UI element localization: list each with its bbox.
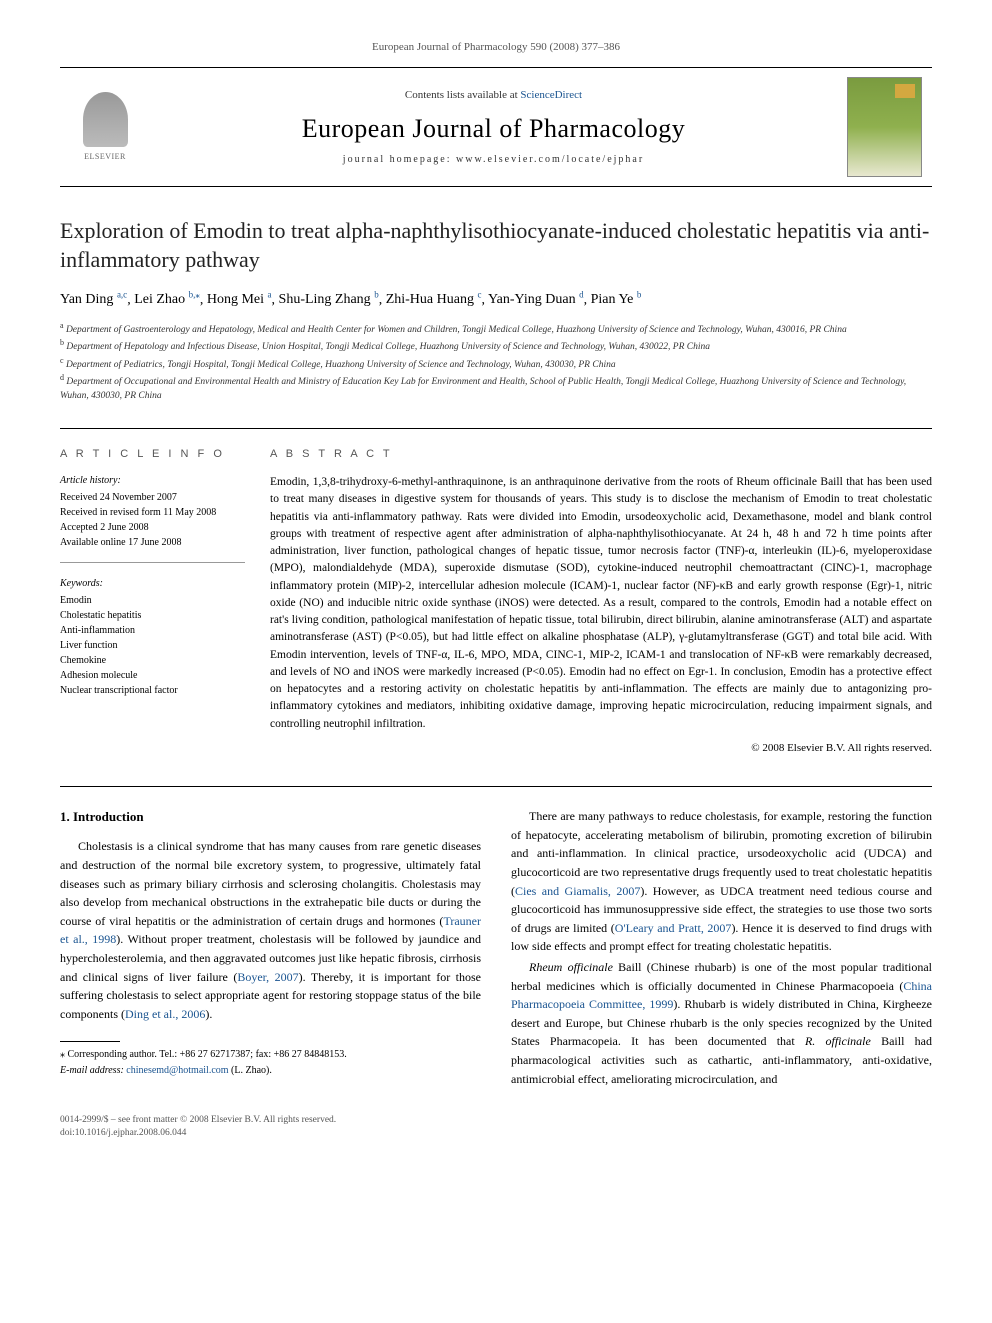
contents-prefix: Contents lists available at bbox=[405, 89, 520, 101]
history-line: Available online 17 June 2008 bbox=[60, 535, 245, 550]
email-footnote: E-mail address: chinesemd@hotmail.com (L… bbox=[60, 1064, 481, 1078]
homepage-prefix: journal homepage: bbox=[343, 154, 456, 165]
body-paragraph: There are many pathways to reduce choles… bbox=[511, 807, 932, 956]
history-line: Received 24 November 2007 bbox=[60, 490, 245, 505]
homepage-url: www.elsevier.com/locate/ejphar bbox=[456, 154, 644, 165]
keywords-label: Keywords: bbox=[60, 577, 245, 591]
article-info-sidebar: A R T I C L E I N F O Article history: R… bbox=[60, 447, 270, 757]
abstract-column: A B S T R A C T Emodin, 1,3,8-trihydroxy… bbox=[270, 447, 932, 757]
author: Lei Zhao b,⁎ bbox=[134, 292, 200, 307]
citation-link[interactable]: O'Leary and Pratt, 2007 bbox=[615, 921, 732, 935]
keyword: Emodin bbox=[60, 593, 245, 608]
affiliation: c Department of Pediatrics, Tongji Hospi… bbox=[60, 355, 932, 372]
info-abstract-row: A R T I C L E I N F O Article history: R… bbox=[60, 428, 932, 757]
article-history-section: Article history: Received 24 November 20… bbox=[60, 474, 245, 563]
affiliation: a Department of Gastroenterology and Hep… bbox=[60, 320, 932, 337]
keyword: Nuclear transcriptional factor bbox=[60, 683, 245, 698]
history-line: Received in revised form 11 May 2008 bbox=[60, 505, 245, 520]
page-footer: 0014-2999/$ – see front matter © 2008 El… bbox=[60, 1114, 932, 1141]
keyword: Anti-inflammation bbox=[60, 623, 245, 638]
footnote-separator bbox=[60, 1041, 120, 1042]
masthead-center: Contents lists available at ScienceDirec… bbox=[140, 88, 847, 168]
citation-link[interactable]: Ding et al., 2006 bbox=[125, 1007, 205, 1021]
email-link[interactable]: chinesemd@hotmail.com bbox=[126, 1065, 228, 1076]
journal-homepage-line: journal homepage: www.elsevier.com/locat… bbox=[140, 153, 847, 167]
article-title: Exploration of Emodin to treat alpha-nap… bbox=[60, 217, 932, 274]
author: Pian Ye b bbox=[591, 292, 642, 307]
abstract-copyright: © 2008 Elsevier B.V. All rights reserved… bbox=[270, 741, 932, 756]
keyword: Chemokine bbox=[60, 653, 245, 668]
affiliation: b Department of Hepatology and Infectiou… bbox=[60, 337, 932, 354]
body-paragraph: Rheum officinale Baill (Chinese rhubarb)… bbox=[511, 958, 932, 1088]
issn-line: 0014-2999/$ – see front matter © 2008 El… bbox=[60, 1114, 932, 1127]
body-text-columns: 1. Introduction Cholestasis is a clinica… bbox=[60, 807, 932, 1090]
keyword: Cholestatic hepatitis bbox=[60, 608, 245, 623]
running-header: European Journal of Pharmacology 590 (20… bbox=[60, 40, 932, 55]
elsevier-logo: ELSEVIER bbox=[70, 82, 140, 172]
elsevier-label: ELSEVIER bbox=[84, 151, 126, 162]
keyword: Liver function bbox=[60, 638, 245, 653]
author: Shu-Ling Zhang b bbox=[279, 292, 379, 307]
author: Zhi-Hua Huang c bbox=[386, 292, 482, 307]
citation-link[interactable]: Cies and Giamalis, 2007 bbox=[515, 884, 640, 898]
affiliations: a Department of Gastroenterology and Hep… bbox=[60, 320, 932, 404]
corresponding-author-footnote: ⁎ Corresponding author. Tel.: +86 27 627… bbox=[60, 1048, 481, 1062]
history-label: Article history: bbox=[60, 474, 245, 488]
abstract-heading: A B S T R A C T bbox=[270, 447, 932, 462]
article-info-heading: A R T I C L E I N F O bbox=[60, 447, 245, 462]
section-heading: 1. Introduction bbox=[60, 807, 481, 827]
journal-name: European Journal of Pharmacology bbox=[140, 111, 847, 147]
author: Yan Ding a,c bbox=[60, 292, 127, 307]
section-divider bbox=[60, 786, 932, 787]
body-paragraph: Cholestasis is a clinical syndrome that … bbox=[60, 837, 481, 1023]
elsevier-tree-icon bbox=[83, 92, 128, 147]
history-line: Accepted 2 June 2008 bbox=[60, 520, 245, 535]
sciencedirect-link[interactable]: ScienceDirect bbox=[520, 89, 582, 101]
journal-cover-thumbnail bbox=[847, 77, 922, 177]
keywords-section: Keywords: Emodin Cholestatic hepatitis A… bbox=[60, 577, 245, 710]
corresponding-asterisk: ⁎ bbox=[195, 290, 200, 300]
abstract-text: Emodin, 1,3,8-trihydroxy-6-methyl-anthra… bbox=[270, 474, 932, 733]
author-list: Yan Ding a,c, Lei Zhao b,⁎, Hong Mei a, … bbox=[60, 289, 932, 310]
doi-line: doi:10.1016/j.ejphar.2008.06.044 bbox=[60, 1127, 932, 1140]
citation-link[interactable]: Boyer, 2007 bbox=[237, 970, 298, 984]
contents-available-line: Contents lists available at ScienceDirec… bbox=[140, 88, 847, 103]
journal-masthead: ELSEVIER Contents lists available at Sci… bbox=[60, 67, 932, 187]
author: Yan-Ying Duan d bbox=[488, 292, 584, 307]
keyword: Adhesion molecule bbox=[60, 668, 245, 683]
affiliation: d Department of Occupational and Environ… bbox=[60, 372, 932, 404]
author: Hong Mei a bbox=[207, 292, 272, 307]
